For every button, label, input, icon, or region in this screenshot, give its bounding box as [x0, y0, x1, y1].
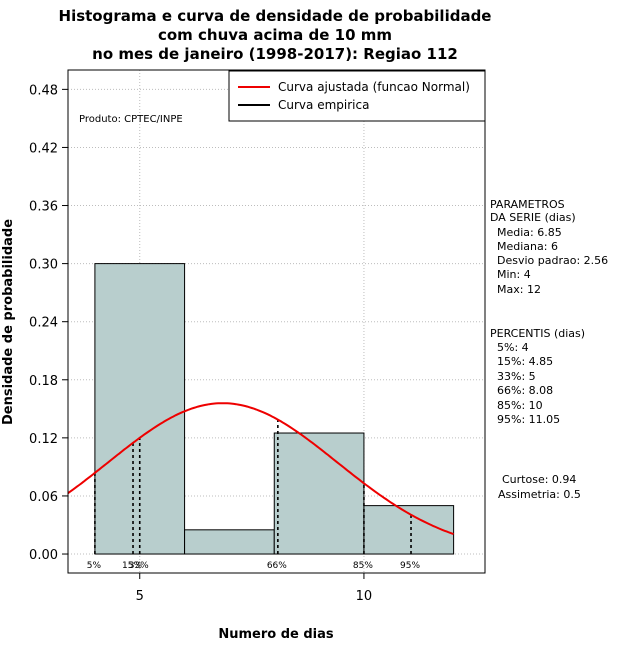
percentil-15: 15%: 4.85 — [497, 355, 553, 368]
percentile-label-5: 95% — [400, 561, 420, 571]
params-title-2: DA SERIE (dias) — [490, 211, 576, 224]
title-line-3: no mes de janeiro (1998-2017): Regiao 11… — [92, 45, 458, 63]
y-tick-label-5: 0.30 — [29, 258, 58, 273]
percentile-lines: 5% 15%33% 66% 85% 95% — [87, 419, 420, 571]
y-tick-label-7: 0.42 — [29, 141, 58, 156]
param-desvio: Desvio padrao: 2.56 — [497, 254, 608, 267]
y-tick-label-3: 0.18 — [29, 374, 58, 389]
y-axis: 0.00 0.06 0.12 0.18 0.24 0.30 0.36 0.42 0.48 — [29, 83, 68, 563]
percentil-33: 33%: 5 — [497, 370, 536, 383]
y-tick-label-0: 0.00 — [29, 548, 58, 563]
percentile-label-4: 85% — [353, 561, 373, 571]
percentile-label-2: 33% — [129, 561, 149, 571]
legend-label-fit: Curva ajustada (funcao Normal) — [278, 80, 470, 94]
y-tick-label-2: 0.12 — [29, 432, 58, 447]
y-tick-label-1: 0.06 — [29, 490, 58, 505]
legend: Curva ajustada (funcao Normal) Curva emp… — [228, 70, 486, 122]
params-title-1: PARAMETROS — [490, 198, 565, 211]
side-panel: PARAMETROS DA SERIE (dias) Media: 6.85 M… — [490, 198, 608, 501]
percentil-5: 5%: 4 — [497, 341, 529, 354]
product-credit: Produto: CPTEC/INPE — [79, 114, 183, 125]
normal-fit-curve — [67, 402, 454, 536]
percentil-85: 85%: 10 — [497, 399, 543, 412]
legend-box — [228, 70, 486, 122]
x-tick-label-0: 5 — [136, 589, 144, 604]
x-tick-label-1: 10 — [356, 589, 373, 604]
param-mediana: Mediana: 6 — [497, 240, 558, 253]
y-axis-label: Densidade de probabilidade — [1, 219, 16, 425]
x-axis-label: Numero de dias — [218, 627, 334, 642]
percentil-66: 66%: 8.08 — [497, 384, 553, 397]
y-tick-label-4: 0.24 — [29, 316, 58, 331]
x-axis: 5 10 — [136, 573, 373, 604]
histogram-bars — [94, 263, 455, 555]
percentile-label-0: 5% — [87, 561, 102, 571]
title-line-2: com chuva acima de 10 mm — [158, 26, 392, 44]
param-max: Max: 12 — [497, 283, 541, 296]
histogram-bar-1 — [184, 529, 275, 555]
param-media: Media: 6.85 — [497, 226, 562, 239]
title-line-1: Histograma e curva de densidade de proba… — [59, 7, 492, 25]
percentile-label-3: 66% — [267, 561, 287, 571]
percentile-label-1: 15% — [122, 561, 142, 571]
legend-label-empirical: Curva empirica — [278, 98, 369, 112]
assimetria: Assimetria: 0.5 — [498, 488, 581, 501]
y-tick-label-8: 0.48 — [29, 83, 58, 98]
param-min: Min: 4 — [497, 268, 531, 281]
histogram-bar-2 — [273, 432, 365, 555]
percentil-95: 95%: 11.05 — [497, 413, 560, 426]
y-tick-label-6: 0.36 — [29, 200, 58, 215]
percentis-title: PERCENTIS (dias) — [490, 327, 585, 340]
curtose: Curtose: 0.94 — [502, 473, 576, 486]
chart-title: Histograma e curva de densidade de proba… — [59, 7, 492, 63]
